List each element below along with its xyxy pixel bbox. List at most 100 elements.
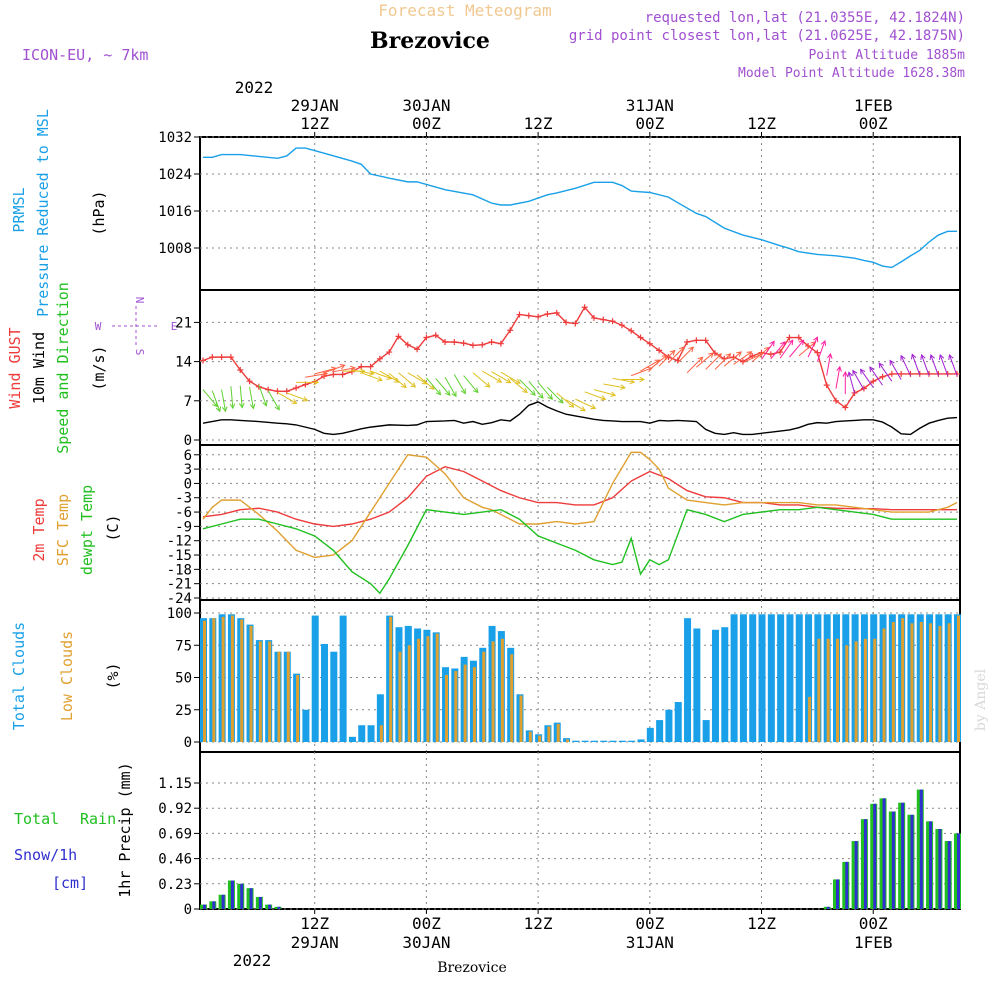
- gust-marker: [218, 354, 225, 361]
- precip-bar: [258, 896, 262, 909]
- gust-marker: [479, 341, 486, 348]
- compass-east: E: [171, 320, 178, 333]
- wind-arrow: [286, 392, 308, 401]
- wind-arrow: [949, 354, 958, 376]
- wind-arrow: [435, 378, 451, 396]
- wind-arrow-head: [708, 352, 715, 358]
- gust-marker: [609, 318, 616, 325]
- wind-arrow-head: [757, 352, 764, 358]
- precip-bar: [268, 904, 272, 909]
- precip-bar: [863, 819, 867, 909]
- gust-marker: [572, 320, 579, 327]
- panels: 1008101610241032071421-24-21-18-15-12-9-…: [158, 130, 961, 918]
- clouds-bar: [845, 645, 849, 742]
- wind-arrow: [305, 372, 328, 378]
- gust-marker: [367, 363, 374, 370]
- gust-marker: [618, 322, 625, 329]
- clouds-bar: [674, 702, 682, 742]
- wind-arrow-head: [538, 393, 544, 399]
- temperature-ytick-label: -21: [167, 577, 192, 593]
- clouds-bar: [805, 614, 813, 742]
- wind-arrow: [761, 341, 775, 360]
- wind-arrow-head: [249, 403, 256, 410]
- wind-frame: [199, 289, 961, 446]
- compass-cross: [112, 306, 160, 346]
- wind-10m-label: 10m Wind: [30, 332, 48, 404]
- clouds-bar: [556, 723, 560, 742]
- temperature-series-dewpt-temp: [202, 506, 957, 595]
- clouds-bar: [854, 641, 858, 742]
- temperature-ytick-label: -3: [175, 491, 192, 507]
- wind-arrow: [649, 354, 667, 370]
- wind-arrow: [939, 354, 949, 376]
- gust-marker: [860, 385, 867, 392]
- wind-arrow-head: [910, 353, 917, 360]
- wind-speed-dir-label: Speed and Direction: [54, 282, 72, 454]
- gust-marker: [777, 349, 784, 356]
- clouds-bar: [339, 615, 347, 742]
- clouds-bar: [739, 614, 747, 742]
- clouds-bar: [221, 616, 225, 742]
- gust-marker: [842, 404, 849, 411]
- wind-arrow: [658, 350, 676, 367]
- precip-bar: [919, 789, 923, 909]
- gust-marker: [786, 334, 793, 341]
- clouds-bar: [808, 696, 812, 742]
- wind-arrow: [211, 390, 221, 412]
- precip-bar: [901, 802, 905, 909]
- wind-arrow-head: [620, 384, 626, 390]
- precip-bar: [835, 879, 839, 909]
- wind-arrow-head: [788, 339, 794, 346]
- clouds-bar: [572, 740, 580, 742]
- gust-marker: [348, 368, 355, 375]
- gust-marker: [898, 370, 905, 377]
- wind-arrow: [789, 339, 804, 358]
- clouds-bar: [882, 628, 886, 742]
- prmsl-label: PRMSL: [10, 187, 28, 232]
- clouds-bar: [817, 638, 821, 742]
- clouds-bar: [590, 740, 598, 742]
- top-year: 2022: [235, 78, 274, 97]
- clouds-bar: [777, 614, 785, 742]
- clouds-bar: [321, 643, 329, 742]
- clouds-bar: [600, 740, 608, 742]
- clouds-bar: [693, 628, 701, 742]
- wind-arrow-head: [238, 402, 245, 409]
- clouds-bar: [891, 622, 895, 742]
- wind-arrow: [860, 369, 874, 388]
- clouds-bar: [873, 638, 877, 742]
- temperature-ytick-label: -24: [167, 591, 192, 607]
- wind-arrow-head: [860, 368, 866, 375]
- gust-marker: [293, 384, 300, 391]
- temperature-series-sfc-temp: [202, 451, 958, 559]
- pressure-ytick-label: 1032: [158, 130, 192, 146]
- bottom-date-label: 29JAN: [291, 933, 339, 952]
- top-hour-label: 12Z: [300, 114, 329, 133]
- wind-arrow: [751, 347, 770, 362]
- gust-marker: [386, 349, 393, 356]
- wind-arrow: [351, 369, 374, 375]
- time-axis: 12Z12Z29JAN29JAN00Z00Z30JAN30JAN12Z12Z00…: [291, 96, 893, 952]
- gust-marker: [469, 342, 476, 349]
- wind-series-wind-gust: [200, 304, 960, 411]
- wind-arrow-head: [484, 382, 491, 388]
- clouds-bar: [376, 694, 384, 742]
- pressure-series-prmsl: [203, 147, 957, 269]
- clouds-bar: [454, 671, 458, 742]
- clouds-bar: [277, 651, 281, 742]
- bottom-year: 2022: [233, 951, 272, 970]
- bottom-date-label: 30JAN: [402, 933, 450, 952]
- wind-arrow: [258, 384, 267, 406]
- gust-marker: [376, 355, 383, 362]
- clouds-bar: [795, 614, 803, 742]
- wind-arrow-head: [813, 336, 819, 343]
- gust-marker: [767, 351, 774, 358]
- wind-arrow: [835, 366, 841, 389]
- wind-line: [202, 306, 957, 409]
- gust-marker: [628, 327, 635, 334]
- precip-bar: [240, 883, 244, 909]
- wind-arrow: [509, 378, 528, 393]
- wind-arrow: [826, 353, 831, 376]
- wind-series-10m-wind: [202, 401, 958, 436]
